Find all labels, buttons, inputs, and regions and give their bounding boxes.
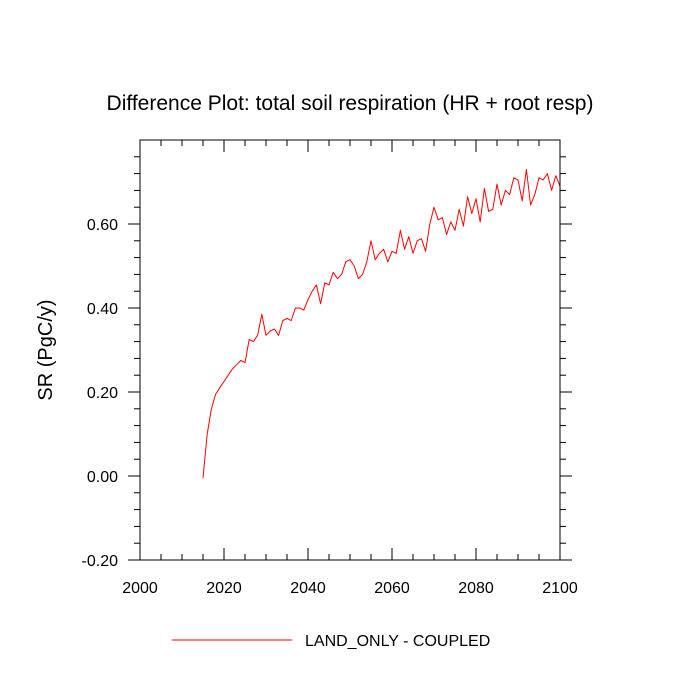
x-tick-label: 2020: [206, 580, 242, 597]
x-tick-label: 2040: [290, 580, 326, 597]
y-tick-label: -0.20: [82, 553, 119, 570]
axis-tick-labels: 2000 2020 2040 2060 2080 2100 -0.20 0.00 0.20 0.4…: [82, 217, 578, 597]
axis-ticks: [128, 140, 572, 561]
x-tick-label: 2000: [122, 580, 158, 597]
x-tick-label: 2100: [542, 580, 578, 597]
series-group: [202, 168, 561, 479]
plot-frame: [139, 139, 561, 561]
legend-label: LAND_ONLY - COUPLED: [305, 633, 490, 650]
x-tick-label: 2080: [458, 580, 494, 597]
y-tick-label: 0.60: [87, 217, 118, 234]
x-tick-label: 2060: [374, 580, 410, 597]
series-line: [202, 168, 561, 479]
chart-title: Difference Plot: total soil respiration …: [107, 92, 594, 115]
y-axis-label: SR (PgC/y): [35, 299, 57, 400]
legend: LAND_ONLY - COUPLED: [172, 633, 490, 650]
y-tick-label: 0.20: [87, 385, 118, 402]
y-tick-label: 0.00: [87, 469, 118, 486]
y-tick-label: 0.40: [87, 301, 118, 318]
